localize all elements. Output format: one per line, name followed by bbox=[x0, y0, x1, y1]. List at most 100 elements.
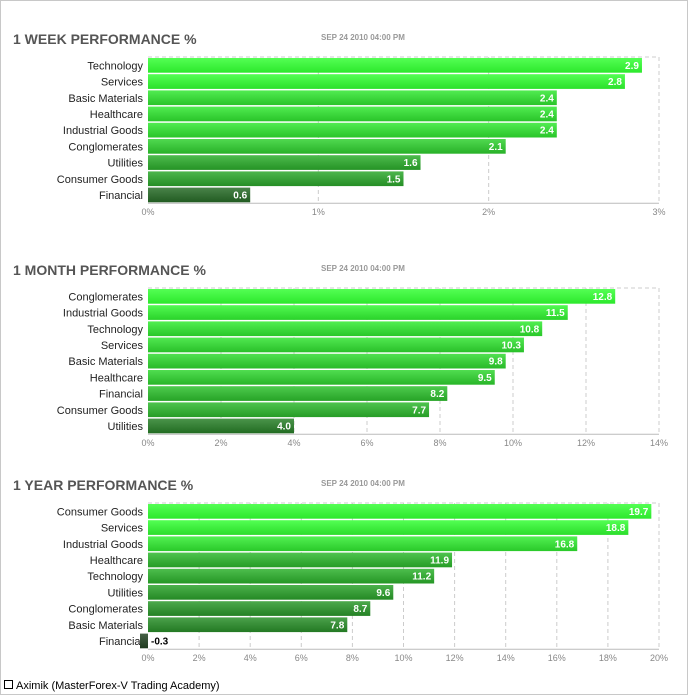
value-label: 12.8 bbox=[593, 292, 613, 303]
category-label: Services bbox=[101, 77, 144, 89]
value-label: 0.6 bbox=[233, 190, 247, 201]
category-label: Technology bbox=[87, 571, 143, 583]
value-label: 8.2 bbox=[430, 389, 444, 400]
x-tick-label: 12% bbox=[577, 438, 595, 448]
bar bbox=[148, 321, 543, 337]
bar bbox=[148, 155, 421, 170]
panel-date: SEP 24 2010 04:00 PM bbox=[321, 264, 405, 273]
bar bbox=[148, 370, 495, 385]
x-tick-label: 3% bbox=[652, 207, 665, 217]
x-tick-label: 2% bbox=[193, 653, 206, 663]
value-label: 2.9 bbox=[625, 61, 639, 72]
category-label: Consumer Goods bbox=[57, 506, 144, 518]
bar bbox=[148, 552, 453, 568]
bar bbox=[148, 617, 348, 633]
value-label: 9.6 bbox=[376, 588, 390, 599]
bar bbox=[148, 74, 625, 89]
panel-title: 1 WEEK PERFORMANCE % bbox=[13, 31, 197, 47]
bar bbox=[148, 139, 506, 154]
x-tick-label: 2% bbox=[214, 438, 227, 448]
bar bbox=[148, 386, 448, 401]
bar bbox=[148, 289, 616, 304]
category-label: Healthcare bbox=[90, 109, 143, 121]
value-label: 1.5 bbox=[387, 174, 401, 185]
value-label: 1.6 bbox=[404, 158, 418, 169]
category-label: Healthcare bbox=[90, 555, 143, 567]
panel-title: 1 YEAR PERFORMANCE % bbox=[13, 477, 194, 493]
bar bbox=[148, 418, 294, 434]
x-tick-label: 1% bbox=[312, 207, 325, 217]
bar bbox=[148, 337, 524, 353]
bar bbox=[148, 305, 568, 320]
value-label: 2.4 bbox=[540, 93, 554, 104]
value-label: 19.7 bbox=[629, 507, 649, 518]
x-tick-label: 16% bbox=[548, 653, 566, 663]
category-label: Basic Materials bbox=[68, 620, 143, 632]
category-label: Industrial Goods bbox=[63, 125, 144, 137]
category-label: Utilities bbox=[108, 421, 144, 433]
category-label: Financial bbox=[99, 389, 143, 401]
footer-text: Aximik (MasterForex-V Trading Academy) bbox=[16, 680, 220, 692]
category-label: Conglomerates bbox=[68, 291, 143, 303]
value-label: 10.8 bbox=[520, 324, 540, 335]
x-tick-label: 4% bbox=[287, 438, 300, 448]
x-tick-label: 14% bbox=[650, 438, 668, 448]
x-tick-label: 8% bbox=[346, 653, 359, 663]
value-label: 4.0 bbox=[277, 421, 291, 432]
value-label: 11.2 bbox=[412, 572, 431, 583]
bar bbox=[148, 106, 557, 122]
category-label: Technology bbox=[87, 324, 143, 336]
value-label: -0.3 bbox=[151, 636, 169, 647]
bar bbox=[148, 353, 506, 369]
category-label: Financial bbox=[99, 636, 143, 648]
x-tick-label: 18% bbox=[599, 653, 617, 663]
category-label: Services bbox=[101, 523, 144, 535]
x-tick-label: 14% bbox=[497, 653, 515, 663]
checkbox-icon bbox=[4, 680, 13, 689]
value-label: 2.4 bbox=[540, 109, 554, 120]
panel-date: SEP 24 2010 04:00 PM bbox=[321, 479, 405, 488]
value-label: 11.9 bbox=[430, 555, 449, 566]
category-label: Industrial Goods bbox=[63, 308, 144, 320]
footer-credit: Aximik (MasterForex-V Trading Academy) bbox=[4, 680, 220, 692]
bar bbox=[148, 58, 642, 73]
category-label: Services bbox=[101, 340, 144, 352]
value-label: 7.7 bbox=[412, 405, 426, 416]
bar bbox=[140, 633, 148, 649]
bar bbox=[148, 504, 652, 519]
x-tick-label: 0% bbox=[141, 653, 154, 663]
value-label: 8.7 bbox=[353, 604, 367, 615]
value-label: 9.8 bbox=[489, 357, 503, 368]
x-tick-label: 20% bbox=[650, 653, 668, 663]
category-label: Basic Materials bbox=[68, 93, 143, 105]
panel-title: 1 MONTH PERFORMANCE % bbox=[13, 262, 206, 278]
category-label: Basic Materials bbox=[68, 356, 143, 368]
value-label: 18.8 bbox=[606, 523, 626, 534]
bar bbox=[148, 568, 435, 584]
x-tick-label: 2% bbox=[482, 207, 495, 217]
x-tick-label: 0% bbox=[141, 438, 154, 448]
bar bbox=[148, 585, 394, 600]
x-tick-label: 8% bbox=[433, 438, 446, 448]
category-label: Industrial Goods bbox=[63, 539, 144, 551]
x-tick-label: 0% bbox=[141, 207, 154, 217]
x-tick-label: 6% bbox=[295, 653, 308, 663]
bar bbox=[148, 187, 251, 203]
category-label: Consumer Goods bbox=[57, 405, 144, 417]
week-performance-chart: 0% 1% 2% 3% Technology 2.9 Services 2.8 Basic Ma… bbox=[57, 56, 666, 217]
month-performance-chart: 0% 2% 4% 6% 8% 10% 12% 14% Conglomerates 12.8 Indu… bbox=[57, 287, 668, 448]
value-label: 2.8 bbox=[608, 77, 622, 88]
value-label: 7.8 bbox=[330, 620, 344, 631]
category-label: Utilities bbox=[108, 158, 144, 170]
category-label: Utilities bbox=[108, 587, 144, 599]
value-label: 10.3 bbox=[501, 340, 521, 351]
value-label: 9.5 bbox=[478, 373, 492, 384]
category-label: Conglomerates bbox=[68, 141, 143, 153]
bar bbox=[148, 520, 629, 535]
category-label: Financial bbox=[99, 190, 143, 202]
x-tick-label: 6% bbox=[360, 438, 373, 448]
x-tick-label: 10% bbox=[394, 653, 412, 663]
category-label: Consumer Goods bbox=[57, 174, 144, 186]
bar bbox=[148, 122, 557, 138]
